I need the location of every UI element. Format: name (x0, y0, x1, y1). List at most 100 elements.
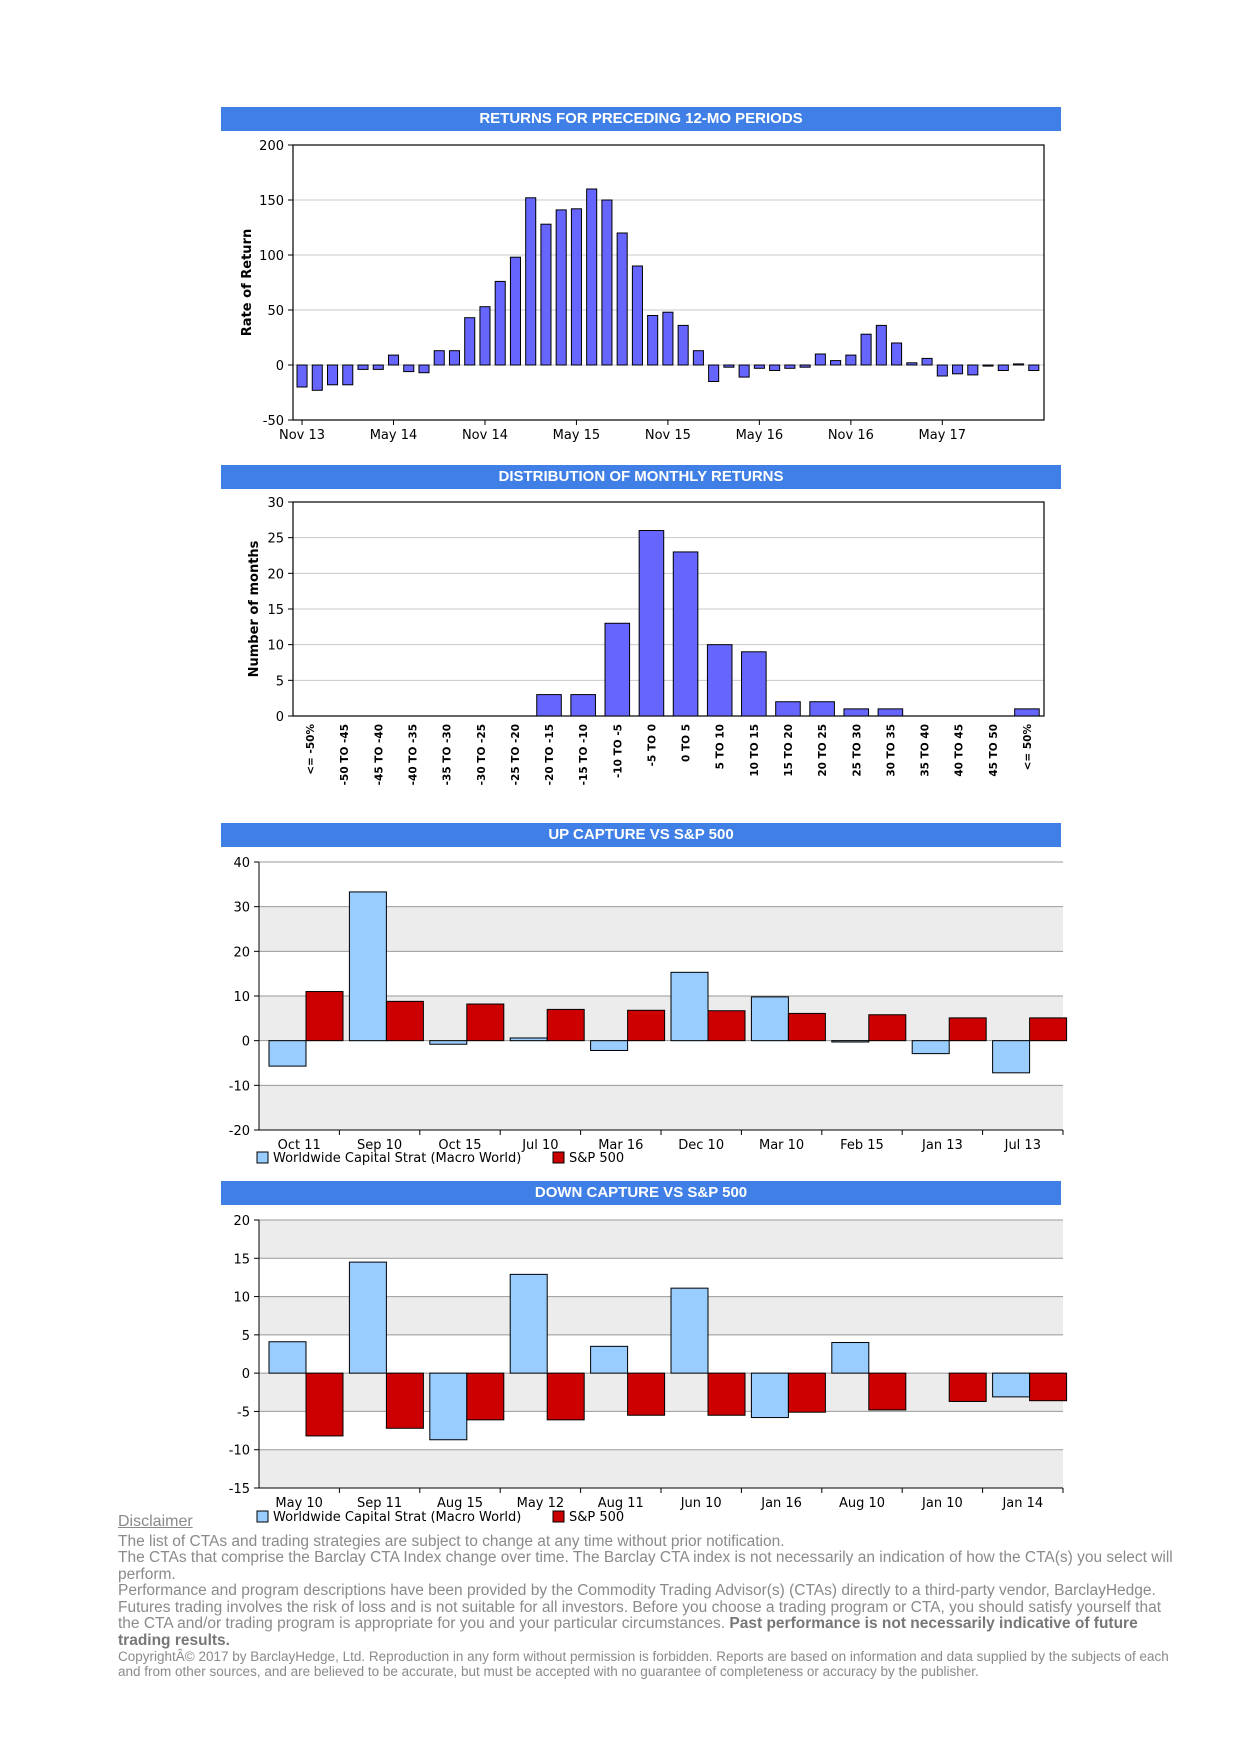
bar (769, 364, 781, 371)
bar (845, 354, 857, 366)
strategy-bar (750, 996, 789, 1042)
x-tick-label: <= -50% (305, 724, 317, 775)
bar (326, 364, 339, 386)
bar (877, 708, 904, 717)
bar (647, 315, 659, 366)
disclaimer-title: Disclaimer (118, 1513, 193, 1530)
x-tick-label: May 14 (370, 428, 418, 443)
x-tick-label: 5 TO 10 (715, 724, 727, 769)
legend-swatch-strategy (256, 1510, 269, 1523)
sp500-bar (466, 1372, 505, 1421)
x-tick-label: -45 TO -40 (373, 724, 385, 785)
strategy-bar (831, 1342, 870, 1374)
bar (997, 364, 1009, 371)
y-tick-label: -20 (229, 1124, 250, 1139)
x-tick-label: Nov 15 (645, 428, 691, 443)
x-tick-label: Mar 16 (598, 1138, 643, 1153)
sp500-bar (1029, 1372, 1068, 1402)
bar (494, 280, 506, 366)
bar (1013, 363, 1025, 366)
sp500-bar (385, 1372, 424, 1429)
bar (875, 324, 887, 366)
x-tick-label: Dec 10 (678, 1138, 724, 1153)
bar (601, 199, 613, 366)
bar (775, 701, 801, 717)
x-tick-label: May 12 (517, 1496, 565, 1511)
y-tick-label: -10 (229, 1444, 250, 1459)
strategy-bar (429, 1040, 468, 1045)
x-tick-label: Nov 14 (462, 428, 508, 443)
x-tick-label: 30 TO 35 (885, 724, 897, 777)
bar (952, 364, 964, 375)
y-tick-label: 100 (259, 249, 284, 264)
y-tick-label: 20 (233, 945, 250, 960)
y-tick-label: 5 (242, 1329, 250, 1344)
y-tick-label: 150 (259, 194, 284, 209)
bar (830, 360, 842, 366)
strategy-bar (670, 1287, 709, 1374)
x-tick-label: 40 TO 45 (954, 724, 966, 777)
disclaimer-line2: The CTAs that comprise the Barclay CTA I… (118, 1549, 1173, 1583)
sp500-bar (868, 1372, 907, 1411)
strategy-bar (429, 1372, 468, 1441)
strategy-bar (670, 971, 709, 1042)
bar (672, 551, 699, 717)
bar (372, 364, 384, 370)
strategy-bar (268, 1040, 307, 1067)
bar (982, 364, 994, 367)
chart4-title: DOWN CAPTURE VS S&P 500 (221, 1181, 1061, 1205)
x-tick-label: 15 TO 20 (783, 724, 795, 777)
sp500-bar (305, 1372, 344, 1437)
down-capture-chart: -15 -10 -5 0 5 10 15 20 May 10 Sep 11 Aug 15 May 12… (229, 1214, 1068, 1525)
bar (540, 223, 552, 366)
bar (387, 354, 400, 366)
x-tick-label: Jan 14 (1001, 1496, 1043, 1511)
bar (738, 364, 750, 378)
y-tick-label: 10 (267, 639, 284, 654)
bar (1014, 708, 1040, 717)
sp500-bar (787, 1372, 826, 1413)
chart2-title: DISTRIBUTION OF MONTHLY RETURNS (221, 465, 1061, 489)
disclaimer-line3: Performance and program descriptions hav… (118, 1582, 1162, 1632)
x-tick-label: Sep 10 (357, 1138, 402, 1153)
strategy-bar (911, 1040, 950, 1055)
up-capture-chart: -20 -10 0 10 20 30 40 Oct 11 Sep 10 Oct 15 Jul 10 M… (229, 856, 1068, 1166)
y-tick-label: 20 (233, 1214, 250, 1229)
bar (723, 364, 735, 368)
legend-swatch-strategy (256, 1151, 269, 1164)
x-tick-label: Aug 15 (437, 1496, 483, 1511)
strategy-bar (831, 1040, 870, 1043)
x-tick-label: May 16 (736, 428, 784, 443)
y-axis-label: Number of months (247, 540, 262, 677)
x-tick-label: -50 TO -45 (339, 724, 351, 785)
x-tick-label: -30 TO -25 (476, 724, 488, 785)
disclaimer-line1: The list of CTAs and trading strategies … (118, 1532, 785, 1550)
y-tick-label: 0 (276, 359, 284, 374)
y-tick-label: -5 (237, 1405, 250, 1420)
plot-frame (292, 144, 1045, 421)
x-tick-label: -40 TO -35 (407, 724, 419, 785)
sp500-bar (546, 1008, 585, 1042)
x-tick-label: Nov 13 (279, 428, 325, 443)
sp500-bar (466, 1003, 505, 1042)
y-axis-label: Rate of Return (240, 229, 255, 336)
bar (891, 342, 903, 366)
bar (708, 364, 720, 382)
strategy-bar (750, 1372, 789, 1419)
strategy-bar (348, 1261, 387, 1374)
y-tick-label: 20 (267, 567, 284, 582)
strategy-bar (992, 1040, 1031, 1074)
x-tick-label: 25 TO 30 (851, 724, 863, 777)
bar (843, 708, 870, 717)
bar (741, 651, 767, 717)
sp500-bar (305, 991, 344, 1042)
bar (967, 364, 979, 376)
strategy-bar (992, 1372, 1031, 1398)
bar (479, 306, 491, 366)
y-tick-label: 40 (233, 856, 250, 871)
y-tick-label: -15 (229, 1482, 250, 1497)
y-tick-label: 25 (267, 532, 284, 547)
y-tick-label: 0 (242, 1035, 250, 1050)
y-tick-label: 0 (242, 1367, 250, 1382)
legend-label-strategy: Worldwide Capital Strat (Macro World) (273, 1151, 521, 1166)
